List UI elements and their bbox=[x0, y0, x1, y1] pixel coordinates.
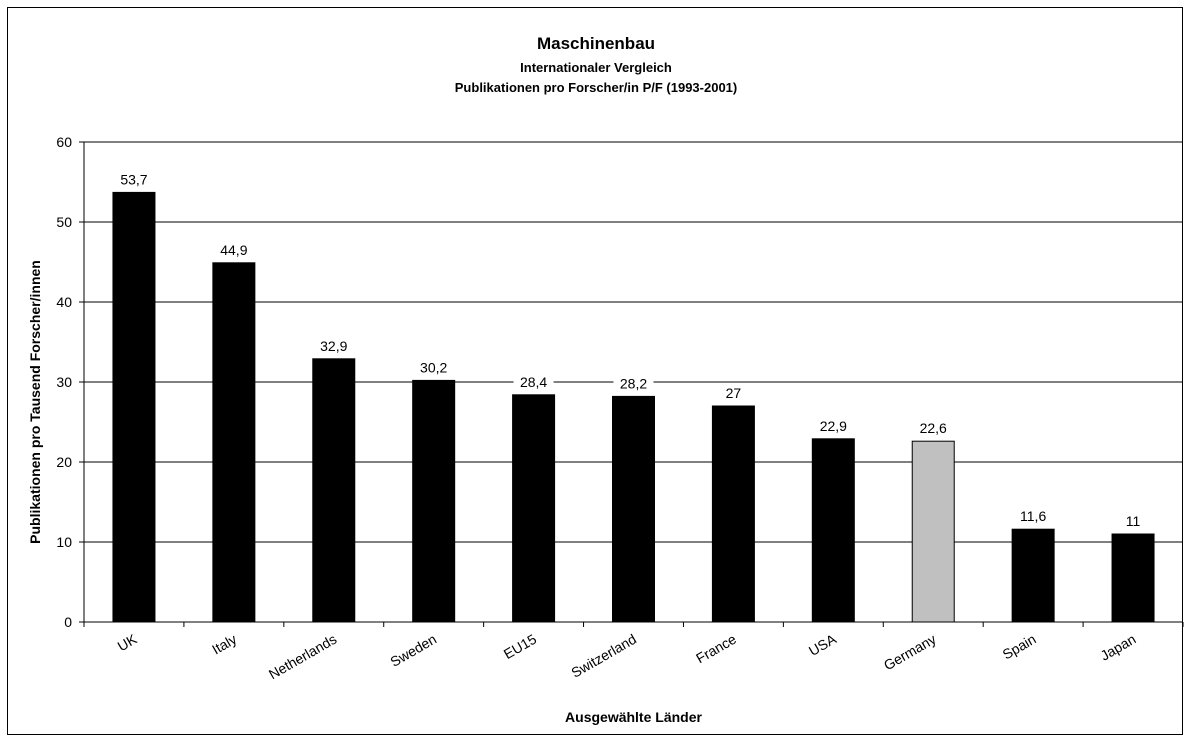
y-tick-label-40: 40 bbox=[56, 294, 72, 310]
data-label-bg-usa bbox=[813, 416, 854, 434]
data-label-germany: 22,6 bbox=[920, 420, 947, 436]
data-label-bg-uk bbox=[113, 170, 154, 188]
data-label-bg-italy bbox=[213, 240, 254, 258]
data-label-usa: 22,9 bbox=[820, 418, 847, 434]
chart-title: Maschinenbau bbox=[536, 34, 656, 53]
bar-usa bbox=[811, 438, 855, 623]
x-tick-label-sweden: Sweden bbox=[387, 631, 439, 670]
data-label-eu15: 28,4 bbox=[520, 374, 547, 390]
x-tick-label-france: France bbox=[693, 631, 739, 667]
data-label-switzerland: 28,2 bbox=[620, 375, 647, 391]
data-label-japan: 11 bbox=[1126, 513, 1141, 529]
x-tick-label-spain: Spain bbox=[1000, 631, 1039, 663]
data-label-sweden: 30,2 bbox=[420, 359, 447, 375]
bar-italy bbox=[212, 262, 256, 623]
chart-subtitle-2: Publikationen pro Forscher/in P/F (1993-… bbox=[454, 80, 738, 95]
x-tick-label-usa: USA bbox=[806, 630, 840, 659]
bar-switzerland bbox=[612, 395, 655, 623]
data-label-bg-spain bbox=[1013, 507, 1054, 525]
y-tick-label-10: 10 bbox=[56, 534, 72, 550]
data-label-bg-france bbox=[713, 384, 754, 401]
y-tick-label-30: 30 bbox=[56, 374, 72, 390]
x-tick-label-switzerland: Switzerland bbox=[568, 631, 639, 681]
x-axis-title: Ausgewählte Länder bbox=[565, 709, 702, 725]
y-tick-label-20: 20 bbox=[56, 454, 72, 470]
x-tick-label-germany: Germany bbox=[881, 631, 939, 674]
bar-eu15 bbox=[512, 394, 556, 623]
data-label-bg-sweden bbox=[413, 358, 454, 376]
y-tick-label-50: 50 bbox=[56, 214, 72, 230]
x-tick-label-eu15: EU15 bbox=[501, 631, 540, 662]
bar-netherlands bbox=[312, 358, 356, 623]
data-label-bg-switzerland bbox=[613, 374, 654, 392]
x-tick-label-italy: Italy bbox=[209, 631, 239, 658]
chart-frame bbox=[7, 7, 1183, 735]
y-tick-label-60: 60 bbox=[56, 134, 72, 150]
y-axis-title: Publikationen pro Tausend Forscher/innen bbox=[27, 260, 43, 544]
data-label-bg-germany bbox=[913, 419, 954, 437]
data-label-italy: 44,9 bbox=[220, 242, 247, 258]
data-label-bg-japan bbox=[1113, 512, 1154, 529]
data-label-france: 27 bbox=[726, 385, 742, 401]
bar-germany bbox=[911, 440, 955, 623]
data-label-spain: 11,6 bbox=[1020, 508, 1046, 524]
data-label-bg-netherlands bbox=[313, 336, 354, 354]
bar-japan bbox=[1111, 533, 1155, 623]
bar-sweden bbox=[412, 379, 456, 623]
chart-subtitle: Internationaler Vergleich bbox=[520, 60, 672, 75]
x-tick-label-japan: Japan bbox=[1098, 631, 1139, 664]
y-tick-label-0: 0 bbox=[64, 614, 72, 630]
data-label-uk: 53,7 bbox=[120, 171, 147, 187]
data-label-bg-eu15 bbox=[513, 372, 554, 390]
x-tick-label-netherlands: Netherlands bbox=[266, 631, 339, 683]
bar-spain bbox=[1011, 528, 1055, 623]
data-label-netherlands: 32,9 bbox=[320, 338, 347, 354]
bar-uk bbox=[112, 191, 156, 623]
x-tick-label-uk: UK bbox=[115, 630, 140, 654]
bar-france bbox=[711, 405, 755, 623]
